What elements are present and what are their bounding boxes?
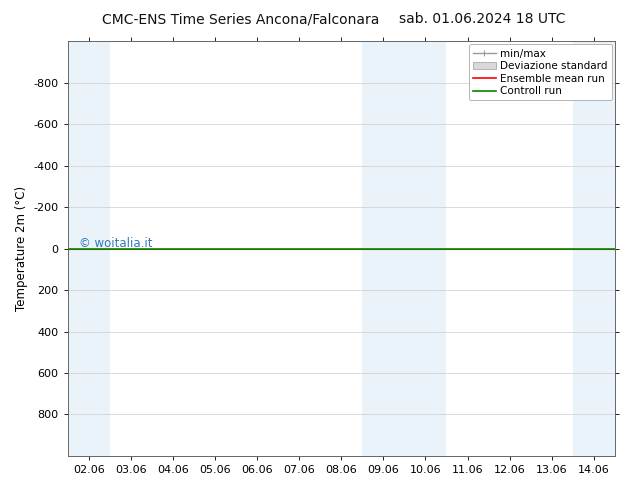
Legend: min/max, Deviazione standard, Ensemble mean run, Controll run: min/max, Deviazione standard, Ensemble m… xyxy=(469,44,612,100)
Text: CMC-ENS Time Series Ancona/Falconara: CMC-ENS Time Series Ancona/Falconara xyxy=(102,12,380,26)
Bar xyxy=(362,41,446,456)
Bar xyxy=(573,41,615,456)
Bar xyxy=(68,41,110,456)
Text: sab. 01.06.2024 18 UTC: sab. 01.06.2024 18 UTC xyxy=(399,12,565,26)
Y-axis label: Temperature 2m (°C): Temperature 2m (°C) xyxy=(15,186,28,311)
Text: © woitalia.it: © woitalia.it xyxy=(79,237,152,249)
